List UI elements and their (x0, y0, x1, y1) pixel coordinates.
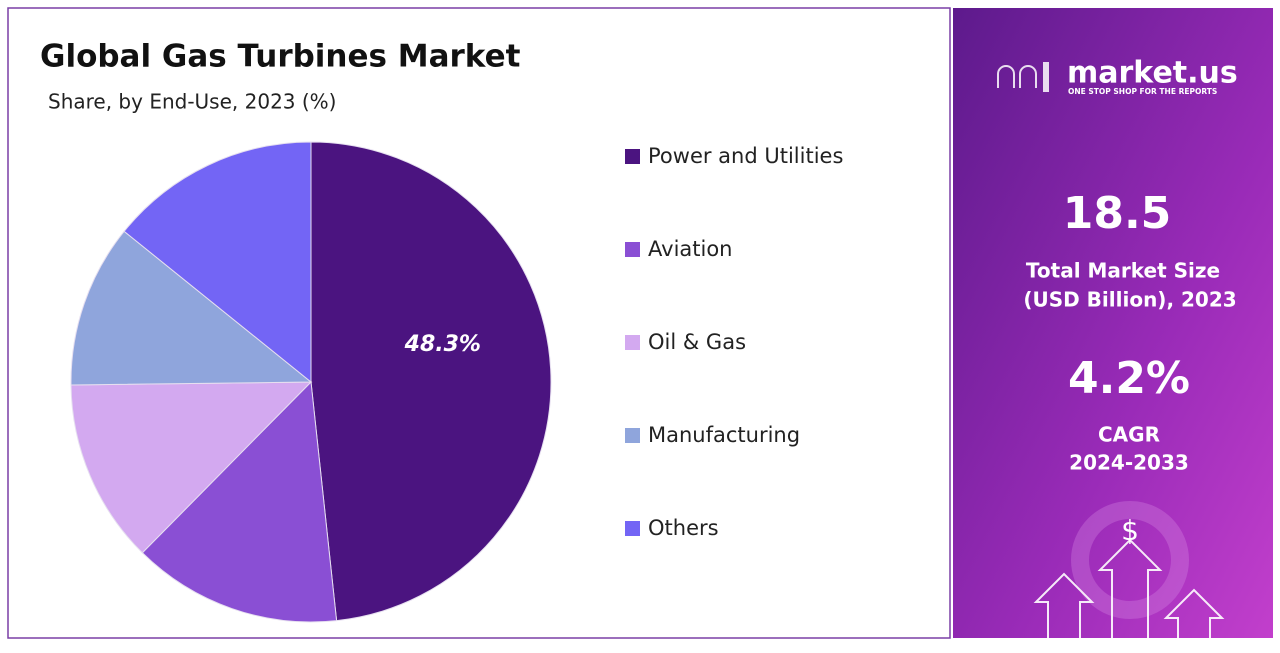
cagr: 4.2% (1068, 353, 1190, 404)
logo-icon (997, 62, 1049, 92)
market-size: 18.5 (1063, 188, 1172, 239)
brand: market.us (1067, 56, 1238, 91)
legend-label: Others (648, 516, 719, 540)
dollar-icon: $ (1121, 514, 1139, 547)
tagline: ONE STOP SHOP FOR THE REPORTS (1068, 87, 1217, 96)
legend-swatch (625, 428, 640, 443)
arrows-decoration (1033, 501, 1225, 638)
pie-slice (70, 230, 313, 386)
legend-label: Power and Utilities (648, 144, 843, 168)
data-label: 48.3% (404, 332, 481, 357)
legend-label: Manufacturing (648, 423, 800, 447)
cagr-label: CAGR (1098, 423, 1160, 447)
legend-swatch (625, 521, 640, 536)
legend-swatch (625, 335, 640, 350)
pie-slice (123, 141, 312, 384)
market-size-label: Total Market Size (1026, 259, 1220, 283)
chart-title: Global Gas Turbines Market (40, 39, 521, 75)
pie-slice (310, 141, 552, 622)
market-size-label: (USD Billion), 2023 (1023, 288, 1236, 312)
legend-swatch (625, 149, 640, 164)
legend-swatch (625, 242, 640, 257)
pie: 48.3% (70, 141, 552, 623)
legend: Power and Utilities Aviation Oil & Gas Manu… (625, 144, 843, 540)
cagr-label: 2024-2033 (1069, 451, 1189, 475)
pie-slice (70, 381, 313, 554)
chart-subtitle: Share, by End-Use, 2023 (%) (48, 90, 337, 114)
info-panel (953, 8, 1273, 638)
pie-slice (141, 380, 338, 623)
legend-label: Aviation (648, 237, 733, 261)
legend-label: Oil & Gas (648, 330, 746, 354)
